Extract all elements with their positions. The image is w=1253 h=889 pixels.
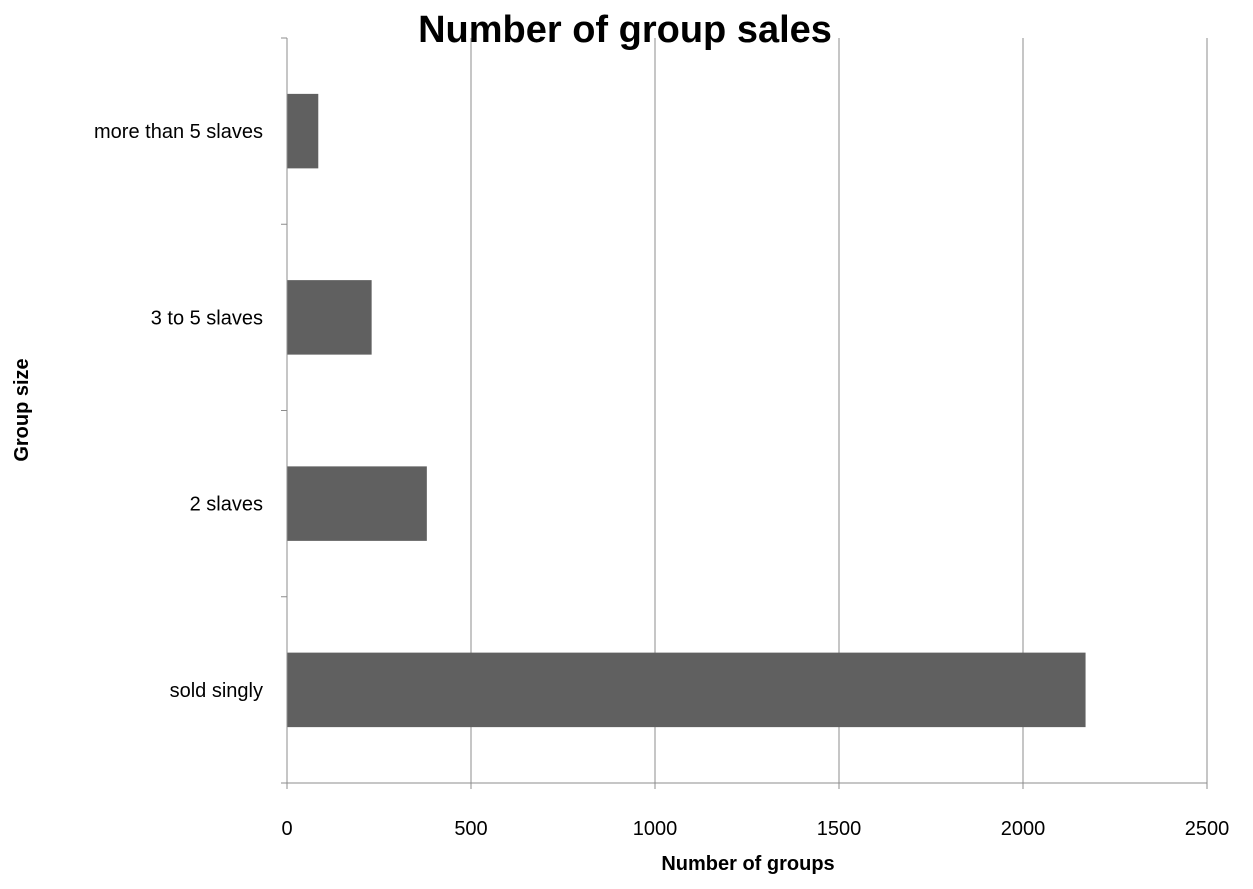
bars (287, 93, 1086, 728)
bar (287, 280, 372, 355)
x-tick-label: 500 (454, 818, 487, 840)
x-tick-label: 1500 (817, 818, 862, 840)
x-tick-label: 1000 (633, 818, 678, 840)
bar (287, 93, 319, 169)
x-axis-title: Number of groups (661, 853, 834, 875)
y-category-label: 3 to 5 slaves (151, 307, 263, 329)
y-category-label: 2 slaves (190, 494, 263, 516)
y-category-label: sold singly (170, 680, 263, 702)
bar (287, 652, 1086, 728)
bar (287, 466, 427, 541)
x-tick-label: 2500 (1185, 818, 1230, 840)
chart-title: Number of group sales (418, 9, 832, 51)
tick-labels: 0 500 1000 1500 2000 2500 sold singly 2 slaves 3… (94, 121, 1229, 840)
axes (281, 37, 1208, 789)
x-tick-label: 0 (281, 818, 292, 840)
x-tick-label: 2000 (1001, 818, 1046, 840)
y-category-label: more than 5 slaves (94, 121, 263, 143)
y-axis-title: Group size (11, 358, 33, 461)
